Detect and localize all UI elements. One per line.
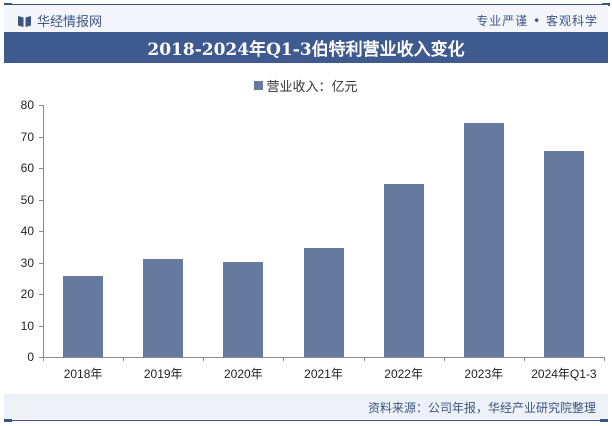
- x-tick-label: 2018年: [63, 367, 103, 381]
- y-tick: [39, 168, 43, 169]
- brand: 华经情报网: [18, 11, 102, 30]
- x-tick-label: 2024年Q1-3: [531, 367, 597, 381]
- bottom-rule-cap-right: [600, 419, 608, 422]
- y-tick: [39, 136, 43, 138]
- x-tick: [283, 357, 285, 361]
- y-tick: [39, 105, 43, 106]
- y-tick-label: 0: [27, 350, 34, 364]
- y-tick: [39, 262, 43, 264]
- x-axis: [43, 357, 604, 358]
- y-tick-label: 60: [20, 161, 34, 175]
- x-tick-label: 2023年: [464, 367, 504, 381]
- footer-bar: 资料来源：公司年报，华经产业研究院整理: [4, 394, 608, 419]
- y-tick: [39, 199, 43, 201]
- y-tick-label: 10: [20, 318, 34, 333]
- bar: [223, 261, 264, 357]
- bar: [383, 183, 424, 357]
- bar: [463, 122, 504, 357]
- x-tick: [43, 357, 44, 361]
- top-rule-cap-right: [602, 3, 610, 6]
- x-tick: [443, 357, 445, 361]
- brand-name: 华经情报网: [37, 15, 103, 30]
- y-tick-label: 40: [20, 224, 34, 238]
- bottom-rule-cap-left: [4, 419, 12, 422]
- source-note: 资料来源：公司年报，华经产业研究院整理: [367, 401, 596, 415]
- legend: 营业收入：亿元: [0, 76, 612, 95]
- header-bar: 华经情报网 专业严谨 • 客观科学: [4, 5, 608, 32]
- x-tick: [604, 357, 605, 361]
- x-tick-label: 2020年: [223, 367, 263, 381]
- bar: [63, 276, 104, 357]
- x-tick: [203, 357, 205, 361]
- y-tick: [39, 325, 43, 327]
- y-tick: [39, 294, 43, 295]
- y-tick-label: 70: [20, 129, 34, 144]
- bar: [303, 248, 344, 357]
- bottom-rule: [4, 420, 608, 421]
- x-tick: [123, 357, 125, 361]
- y-tick: [39, 357, 43, 358]
- top-rule: [4, 4, 608, 5]
- book-logo-icon: [18, 15, 31, 27]
- top-rule-cap-left: [4, 3, 12, 6]
- y-axis: [43, 105, 44, 357]
- x-tick: [523, 357, 525, 361]
- bar: [543, 150, 584, 357]
- y-tick-label: 30: [20, 255, 34, 270]
- legend-label: 营业收入：亿元: [266, 80, 358, 95]
- x-tick-label: 2019年: [143, 367, 183, 381]
- chart-title: 2018-2024年Q1-3伯特利营业收入变化: [4, 32, 608, 63]
- y-tick-label: 50: [20, 192, 34, 207]
- y-tick: [39, 231, 43, 232]
- y-tick-label: 80: [20, 98, 34, 112]
- x-tick: [363, 357, 365, 361]
- slogan: 专业严谨 • 客观科学: [476, 14, 598, 28]
- x-tick-label: 2022年: [384, 367, 423, 381]
- legend-swatch: [254, 81, 264, 90]
- x-tick-label: 2021年: [304, 367, 343, 381]
- y-tick-label: 20: [20, 287, 34, 301]
- bar: [143, 259, 184, 357]
